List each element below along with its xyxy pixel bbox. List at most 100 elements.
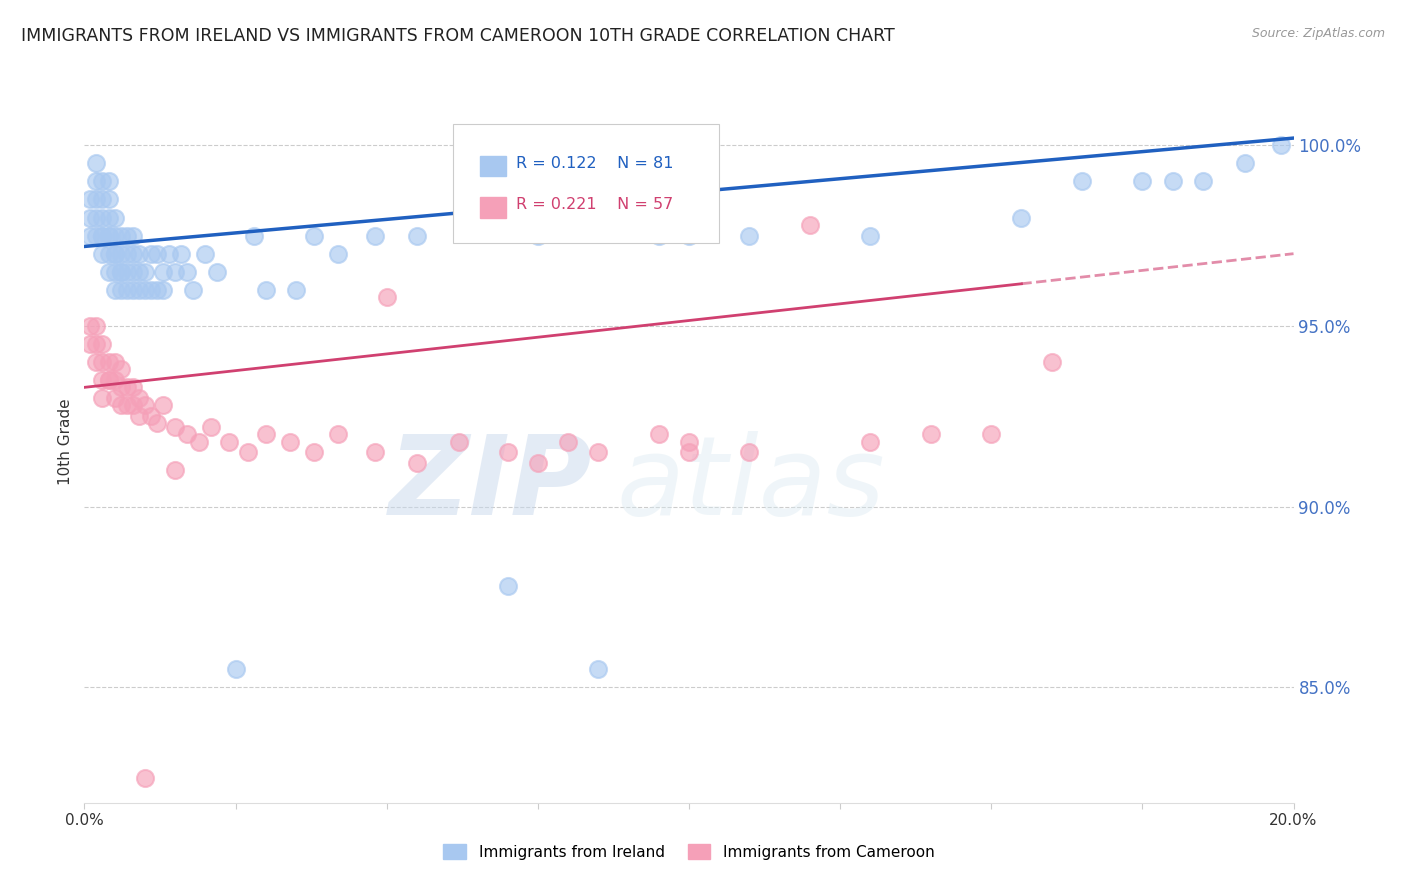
- Point: [181, 283, 204, 297]
- Point: [738, 445, 761, 459]
- Point: [152, 265, 174, 279]
- Point: [97, 373, 120, 387]
- Point: [79, 337, 101, 351]
- Point: [128, 265, 150, 279]
- Point: [678, 445, 700, 459]
- Point: [104, 228, 127, 243]
- Point: [86, 355, 108, 369]
- Point: [285, 283, 308, 297]
- Point: [146, 283, 169, 297]
- Point: [110, 265, 132, 279]
- Point: [527, 456, 550, 470]
- Point: [467, 211, 489, 225]
- Point: [738, 228, 761, 243]
- Point: [91, 373, 114, 387]
- Point: [254, 427, 277, 442]
- Point: [91, 228, 114, 243]
- FancyBboxPatch shape: [479, 197, 506, 218]
- Point: [91, 228, 114, 243]
- Point: [152, 399, 174, 413]
- Point: [225, 662, 247, 676]
- Point: [134, 265, 156, 279]
- Point: [302, 228, 325, 243]
- Point: [97, 265, 120, 279]
- Point: [328, 246, 350, 260]
- Point: [97, 373, 120, 387]
- Point: [557, 434, 579, 449]
- Point: [134, 399, 156, 413]
- Point: [188, 434, 211, 449]
- Point: [104, 373, 127, 387]
- Point: [115, 246, 138, 260]
- Point: [302, 445, 325, 459]
- Text: atlas: atlas: [616, 432, 884, 539]
- Point: [588, 445, 610, 459]
- Point: [375, 290, 398, 304]
- Text: ZIP: ZIP: [388, 432, 592, 539]
- Point: [134, 283, 156, 297]
- Point: [79, 228, 101, 243]
- Point: [121, 228, 143, 243]
- Point: [121, 246, 143, 260]
- Point: [97, 246, 120, 260]
- Point: [104, 265, 127, 279]
- Point: [170, 246, 193, 260]
- Point: [157, 246, 180, 260]
- Point: [104, 246, 127, 260]
- Point: [104, 211, 127, 225]
- Point: [97, 228, 120, 243]
- Point: [1234, 156, 1257, 170]
- Point: [121, 265, 143, 279]
- Y-axis label: 10th Grade: 10th Grade: [58, 398, 73, 485]
- Point: [139, 409, 162, 424]
- Point: [115, 228, 138, 243]
- Point: [139, 283, 162, 297]
- Point: [110, 246, 132, 260]
- Point: [648, 427, 671, 442]
- Text: R = 0.122    N = 81: R = 0.122 N = 81: [516, 156, 673, 171]
- Point: [128, 409, 150, 424]
- Point: [1040, 355, 1063, 369]
- Point: [91, 193, 114, 207]
- Point: [799, 218, 821, 232]
- Point: [115, 283, 138, 297]
- Point: [194, 246, 217, 260]
- Text: Source: ZipAtlas.com: Source: ZipAtlas.com: [1251, 27, 1385, 40]
- Point: [363, 445, 385, 459]
- Point: [207, 265, 229, 279]
- Point: [86, 174, 108, 188]
- Point: [152, 283, 174, 297]
- Point: [328, 427, 350, 442]
- Point: [110, 362, 132, 376]
- FancyBboxPatch shape: [479, 156, 506, 177]
- Point: [110, 380, 132, 394]
- Point: [104, 355, 127, 369]
- Point: [1130, 174, 1153, 188]
- Point: [1192, 174, 1215, 188]
- Point: [218, 434, 240, 449]
- Point: [79, 193, 101, 207]
- Point: [104, 391, 127, 405]
- Point: [128, 246, 150, 260]
- Point: [97, 211, 120, 225]
- Point: [91, 174, 114, 188]
- Point: [97, 228, 120, 243]
- Point: [242, 228, 264, 243]
- Point: [980, 427, 1002, 442]
- FancyBboxPatch shape: [453, 124, 720, 243]
- Legend: Immigrants from Ireland, Immigrants from Cameroon: Immigrants from Ireland, Immigrants from…: [436, 836, 942, 867]
- Point: [134, 771, 156, 785]
- Point: [165, 420, 187, 434]
- Point: [920, 427, 942, 442]
- Point: [128, 283, 150, 297]
- Point: [97, 174, 120, 188]
- Point: [121, 283, 143, 297]
- Point: [86, 156, 108, 170]
- Point: [363, 228, 385, 243]
- Point: [496, 445, 519, 459]
- Point: [86, 211, 108, 225]
- Point: [859, 434, 882, 449]
- Point: [678, 434, 700, 449]
- Point: [128, 391, 150, 405]
- Text: R = 0.221    N = 57: R = 0.221 N = 57: [516, 197, 673, 212]
